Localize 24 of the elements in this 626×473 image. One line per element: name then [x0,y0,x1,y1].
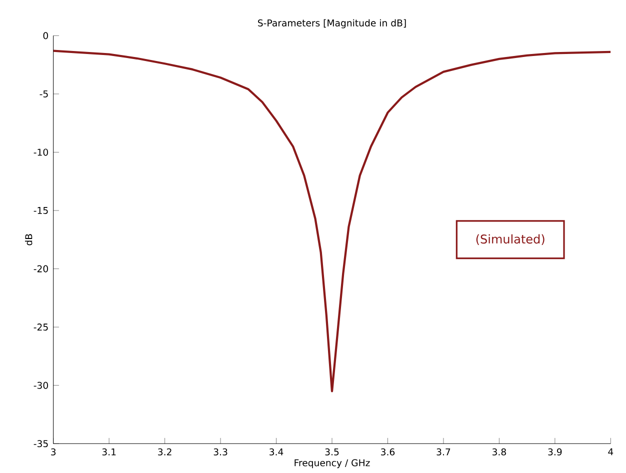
x-axis-title: Frequency / GHz [294,459,370,468]
y-tick-label: -10 [34,148,48,156]
y-tick-label: -35 [34,440,48,448]
x-tick-label: 3.5 [325,448,339,456]
y-tick-label: -30 [34,382,48,389]
y-tick-label: -20 [34,265,48,272]
y-axis-title: dB [25,234,32,246]
x-tick-label: 3.7 [436,448,450,456]
x-tick-label: 3.6 [381,448,395,456]
line-series [53,50,611,392]
x-tick-label: 3 [51,448,56,456]
x-tick-label: 3.9 [548,448,562,456]
annotation: (Simulated) [476,234,544,246]
chart-title: S-Parameters [Magnitude in dB] [258,19,406,28]
x-tick-label: 3.4 [270,448,284,456]
y-tick-label: -15 [34,207,48,214]
x-tick-label: 3.2 [158,448,172,456]
y-tick-label: 0 [43,32,48,40]
x-tick-label: 3.3 [214,448,228,456]
x-tick-label: 3.8 [492,448,506,456]
y-tick-label: -5 [40,90,48,98]
x-tick-label: 4 [608,448,614,456]
y-tick-label: -25 [34,324,48,331]
x-tick-label: 3.1 [102,448,116,456]
